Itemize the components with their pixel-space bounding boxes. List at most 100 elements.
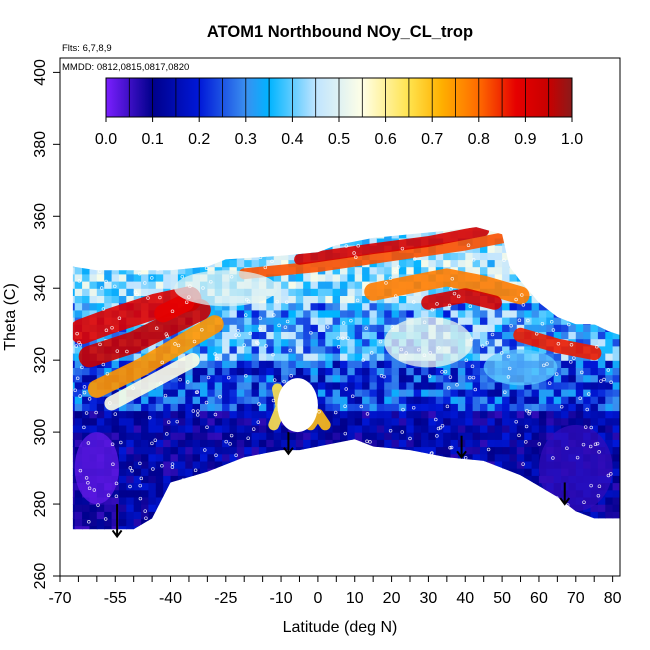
heatmap-cell [347,511,356,520]
heatmap-cell [531,388,540,397]
heatmap-cell [347,309,356,318]
y-tick-label: 320 [32,347,49,374]
heatmap-cell [244,518,253,527]
heatmap-cell [273,295,282,304]
sample-point [270,259,274,264]
heatmap-cell [583,216,591,224]
sample-point [572,356,576,360]
heatmap-cell [384,302,393,311]
heatmap-cell [428,525,437,530]
heatmap-cell [597,353,606,361]
heatmap-cell [229,245,238,253]
heatmap-cell [509,396,518,404]
sample-point [204,400,209,405]
heatmap-cell [185,237,194,246]
heatmap-cell [597,273,606,282]
heatmap-cell [612,410,620,419]
sample-point [572,296,577,301]
heatmap-cell [317,273,326,282]
heatmap-cell [236,518,245,527]
heatmap-cell [310,245,319,253]
sample-point [128,466,133,470]
heatmap-cell [612,324,620,332]
heatmap-cell [207,302,216,311]
heatmap-cell [509,410,518,419]
heatmap-cell [340,309,348,318]
sample-point [506,490,510,495]
heatmap-cell [391,460,400,469]
heatmap-cell [214,396,223,404]
heatmap-cell [480,489,488,498]
heatmap-cell [310,468,319,476]
heatmap-cell [295,518,304,527]
heatmap-cell [384,353,393,361]
heatmap-cell [443,252,452,261]
heatmap-cell [89,227,98,232]
heatmap-cell [376,317,385,325]
heatmap-cell [524,266,533,275]
heatmap-cell [229,504,238,512]
heatmap-cell [612,353,620,361]
heatmap-cell [155,417,164,426]
heatmap-cell [510,216,518,224]
heatmap-cell [561,381,570,390]
heatmap-cell [325,439,334,448]
heatmap-cell [200,396,208,404]
heatmap-cell [332,338,341,347]
heatmap-cell [310,518,319,527]
heatmap-cell [177,446,186,455]
heatmap-cell [266,309,275,318]
sample-point [533,523,538,528]
heatmap-cell [568,367,577,376]
heatmap-cell [392,216,400,224]
heatmap-cell [74,273,83,282]
heatmap-cell [82,533,90,541]
heatmap-cell [310,273,319,282]
heatmap-cell [546,511,555,520]
heatmap-cell [317,453,326,462]
heatmap-cell [281,511,290,520]
heatmap-cell [288,230,297,239]
heatmap-cell [303,245,312,253]
heatmap-cell [74,281,83,289]
heatmap-cell [214,424,223,433]
heatmap-cell [155,396,164,404]
heatmap-cell [354,302,363,311]
heatmap-cell [310,302,319,311]
heatmap-cell [229,439,238,448]
heatmap-cell [266,525,275,530]
heatmap-cell [347,533,355,541]
heatmap-cell [457,381,466,390]
heatmap-cell [177,227,186,232]
heatmap-cell [450,367,459,376]
heatmap-cell [575,396,584,404]
x-tick-label: 80 [604,590,622,607]
heatmap-cell [214,417,223,426]
heatmap-cell [480,460,488,469]
sample-point [185,380,190,384]
heatmap-cell [553,266,562,275]
heatmap-cell [74,345,83,354]
heatmap-cell [340,360,348,368]
heatmap-cell [214,403,223,412]
heatmap-cell [509,245,518,253]
flight-arrow-head [456,450,467,459]
heatmap-cell [546,496,555,505]
heatmap-cell [288,432,297,440]
heatmap-cell [480,360,488,368]
heatmap-cell [362,266,371,275]
heatmap-cell [494,381,503,390]
heatmap-cell [310,504,319,512]
heatmap-cell [516,252,525,261]
heatmap-cell [509,317,518,325]
heatmap-cell [553,295,562,304]
sample-point [540,321,545,326]
sample-point [194,494,198,499]
heatmap-cell [325,432,334,440]
heatmap-cell [155,403,164,412]
heatmap-cell [538,417,547,426]
heatmap-cell [435,468,444,476]
heatmap-cell [546,266,555,275]
heatmap-cell [421,230,430,239]
heatmap-cell [509,525,518,530]
